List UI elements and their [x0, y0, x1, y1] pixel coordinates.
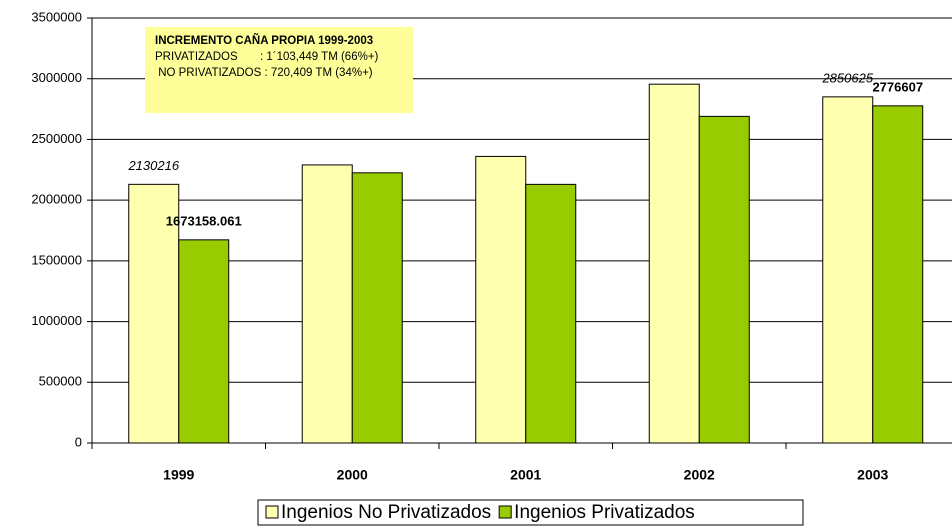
y-tick-label: 1000000: [31, 313, 82, 328]
y-tick-label: 3500000: [31, 9, 82, 24]
y-tick-label: 2500000: [31, 131, 82, 146]
bar: [648, 83, 700, 444]
bar: [351, 172, 403, 444]
bar: [872, 105, 924, 444]
bar: [301, 164, 353, 444]
x-tick-label: 2002: [684, 467, 715, 483]
bar: [475, 155, 527, 444]
legend-label: Ingenios No Privatizados: [281, 502, 491, 523]
annotation-text: PRIVATIZADOS : 1´103,449 TM (66%+): [155, 51, 379, 63]
y-tick-label: 0: [75, 434, 82, 449]
data-label: 2850625: [821, 70, 873, 85]
legend-swatch: [265, 505, 279, 519]
y-tick-label: 1500000: [31, 252, 82, 267]
y-tick-label: 3000000: [31, 70, 82, 85]
y-tick-label: 500000: [39, 374, 82, 389]
legend-box: [257, 499, 804, 526]
legend-label: Ingenios Privatizados: [514, 502, 695, 523]
data-label: 1673158.061: [166, 213, 242, 228]
annotation-box: [145, 27, 413, 113]
data-label: 2130216: [127, 158, 179, 173]
data-label: 2776607: [872, 79, 923, 94]
x-tick-label: 2003: [857, 467, 888, 483]
annotation-text: INCREMENTO CAÑA PROPIA 1999-2003: [155, 34, 373, 47]
bar: [178, 239, 230, 444]
x-tick-label: 2001: [510, 467, 541, 483]
y-tick-label: 2000000: [31, 192, 82, 207]
x-tick-label: 1999: [163, 467, 194, 483]
bar: [822, 96, 874, 444]
bar: [698, 115, 750, 444]
bar: [128, 183, 180, 444]
annotation-text: NO PRIVATIZADOS : 720,409 TM (34%+): [155, 67, 373, 79]
x-tick-label: 2000: [337, 467, 368, 483]
legend-swatch: [498, 505, 512, 519]
bar: [525, 183, 577, 444]
